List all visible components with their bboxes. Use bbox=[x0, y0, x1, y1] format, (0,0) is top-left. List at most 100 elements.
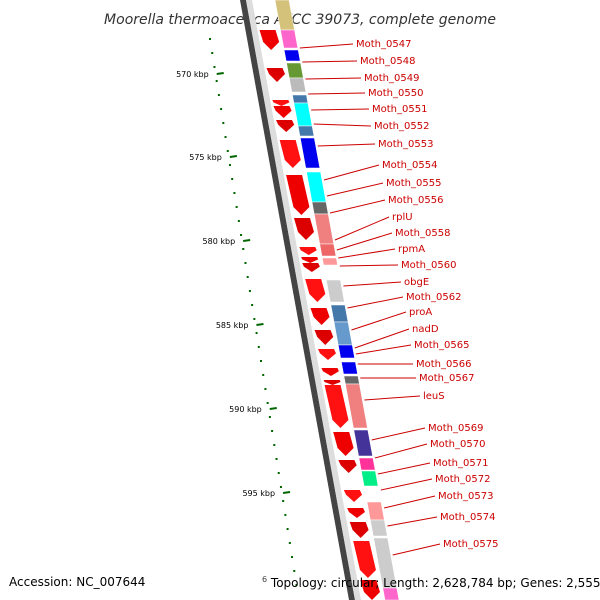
topology-value: Topology: circular; Length: 2,628,784 bp… bbox=[270, 576, 600, 590]
gene-block bbox=[306, 171, 327, 203]
label-leader-line bbox=[347, 296, 404, 309]
kbp-tick bbox=[216, 72, 224, 75]
genome-backbone bbox=[240, 0, 361, 600]
track-dot bbox=[271, 430, 274, 432]
gene-arrow bbox=[323, 380, 341, 385]
track-dot bbox=[235, 206, 238, 208]
gene-block bbox=[286, 62, 304, 79]
gene-label: Moth_0550 bbox=[368, 88, 423, 99]
gene-block-track bbox=[274, 0, 400, 600]
gene-block bbox=[382, 587, 400, 600]
gene-arrow bbox=[259, 30, 280, 50]
track-dot bbox=[233, 192, 236, 194]
gene-arrow bbox=[301, 257, 319, 263]
gene-block bbox=[341, 361, 358, 375]
gene-label: Moth_0573 bbox=[438, 491, 493, 502]
gene-block bbox=[288, 77, 307, 93]
gene-label: Moth_0569 bbox=[428, 423, 483, 434]
kbp-tick bbox=[256, 323, 264, 326]
gene-label: rpmA bbox=[398, 244, 425, 255]
track-dot bbox=[240, 234, 243, 236]
gene-block bbox=[313, 213, 335, 245]
label-leader-line bbox=[299, 43, 354, 49]
gene-label: Moth_0555 bbox=[386, 178, 441, 189]
track-dot bbox=[262, 374, 265, 376]
track-dot bbox=[248, 290, 251, 292]
gene-label: Moth_0567 bbox=[419, 373, 474, 384]
backbone-light-line bbox=[246, 0, 361, 600]
gene-arrow bbox=[347, 508, 365, 518]
track-dot bbox=[255, 332, 258, 334]
kbp-tick bbox=[282, 491, 291, 494]
gene-block bbox=[321, 257, 338, 266]
label-leader-line bbox=[343, 281, 402, 287]
track-dot bbox=[209, 38, 212, 40]
gene-arrow bbox=[279, 140, 301, 168]
kbp-label: 585 kbp bbox=[216, 321, 249, 330]
outer-dot-track bbox=[209, 38, 298, 586]
label-leader-line bbox=[302, 60, 358, 63]
gene-block bbox=[333, 321, 353, 346]
track-dot bbox=[279, 486, 282, 488]
gene-arrow-track bbox=[259, 30, 380, 600]
gene-block bbox=[353, 429, 373, 457]
label-leader-line bbox=[371, 427, 426, 441]
gene-arrow bbox=[317, 349, 336, 360]
track-dot bbox=[275, 458, 278, 460]
gene-block bbox=[345, 383, 368, 429]
gene-label: Moth_0551 bbox=[372, 104, 427, 115]
gene-block bbox=[292, 94, 309, 104]
track-dot bbox=[213, 66, 216, 68]
track-dot bbox=[244, 262, 247, 264]
label-leader-line bbox=[334, 216, 390, 241]
label-leader-line bbox=[326, 182, 384, 197]
gene-label: Moth_0570 bbox=[430, 439, 485, 450]
label-leader-line bbox=[339, 264, 399, 267]
gene-label: Moth_0552 bbox=[374, 121, 429, 132]
label-leader-line bbox=[305, 77, 362, 80]
label-leader-line bbox=[355, 344, 412, 355]
map-title: Moorella thermoacetica ATCC 39073, compl… bbox=[104, 12, 496, 28]
track-dot bbox=[277, 472, 280, 474]
track-dot bbox=[215, 80, 218, 82]
gene-block bbox=[311, 201, 329, 215]
topology-text: 6 Topology: circular; Length: 2,628,784 … bbox=[262, 575, 600, 590]
gene-arrow bbox=[299, 247, 317, 255]
gene-block bbox=[319, 243, 337, 257]
track-dot bbox=[284, 514, 287, 516]
gene-label: Moth_0560 bbox=[401, 260, 456, 271]
gene-label: Moth_0549 bbox=[364, 73, 419, 84]
label-leader-line bbox=[374, 443, 428, 459]
track-dot bbox=[264, 388, 267, 390]
gene-arrow bbox=[286, 175, 310, 215]
gene-label: Moth_0572 bbox=[435, 474, 490, 485]
gene-arrow bbox=[360, 580, 380, 600]
label-leader-line bbox=[313, 123, 372, 127]
gene-label: Moth_0558 bbox=[395, 228, 450, 239]
track-dot bbox=[293, 570, 296, 572]
track-dot bbox=[224, 136, 227, 138]
gene-block bbox=[280, 29, 299, 49]
gene-label: Moth_0566 bbox=[416, 359, 471, 370]
track-dot bbox=[237, 220, 240, 222]
kbp-tick bbox=[229, 155, 237, 158]
gene-label: Moth_0556 bbox=[388, 195, 443, 206]
kbp-label: 595 kbp bbox=[242, 489, 275, 498]
gene-block bbox=[297, 125, 315, 137]
gene-labels: Moth_0547 Moth_0548 Moth_0549 Moth_0550 Moth… bbox=[299, 39, 498, 556]
track-dot bbox=[242, 248, 245, 250]
track-dot bbox=[217, 94, 220, 96]
label-leader-line bbox=[311, 108, 370, 111]
kbp-label: 570 kbp bbox=[176, 70, 209, 79]
gene-block bbox=[337, 344, 355, 359]
label-leader-line bbox=[387, 516, 438, 527]
gene-label: rplU bbox=[392, 212, 413, 223]
gene-label: Moth_0554 bbox=[382, 160, 437, 171]
label-leader-line bbox=[329, 199, 386, 214]
track-dot bbox=[288, 542, 291, 544]
accession-text: Accession: NC_007644 bbox=[9, 575, 146, 589]
label-leader-line bbox=[308, 92, 366, 95]
gene-block bbox=[343, 375, 360, 385]
backbone-dark-line bbox=[240, 0, 355, 600]
label-leader-line bbox=[317, 143, 376, 147]
